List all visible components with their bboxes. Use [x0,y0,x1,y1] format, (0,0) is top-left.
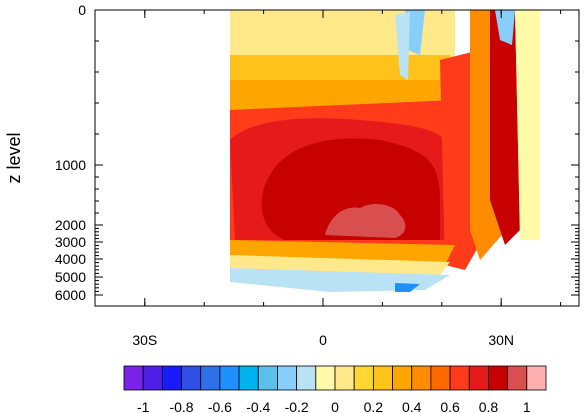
y-tick-label: 5000 [55,269,86,285]
x-axis: 60S30S030N60N [132,10,562,348]
colorbar-label: -0.2 [285,399,309,413]
colorbar-swatch [257,365,278,391]
y-axis-title: z level [4,132,24,183]
colorbar-label: 0.8 [479,399,499,413]
colorbar-swatch [411,365,432,391]
y-tick-label: 0 [78,2,86,18]
colorbar-swatch [430,365,451,391]
y-tick-label: 4000 [55,251,86,267]
colorbar-swatch [526,365,547,391]
colorbar-swatch [468,365,489,391]
colorbar-swatch [334,365,355,391]
plot-area [230,10,540,292]
x-tick-label: 30S [132,332,157,348]
colorbar-swatch [353,365,374,391]
field-blue-streak-2 [395,12,410,80]
colorbar-label: 0.2 [364,399,384,413]
colorbar-swatch [296,365,317,391]
y-tick-label: 3000 [55,234,86,250]
colorbar-swatch [488,365,509,391]
colorbar-swatch [392,365,413,391]
field-blue-streak-1 [405,10,425,55]
colorbar-swatch [219,365,240,391]
colorbar-swatch [161,365,182,391]
y-tick-label: 1000 [55,157,86,173]
colorbar-swatch [238,365,259,391]
colorbar: -1 -0.8 -0.6 -0.4 -0.2 0 0.2 0.4 0.6 0.8 1 [123,365,547,413]
x-tick-label: 30N [488,332,514,348]
y-tick-label: 2000 [55,217,86,233]
colorbar-label: -0.8 [169,399,193,413]
plot-frame [94,9,580,307]
colorbar-swatch [200,365,221,391]
colorbar-swatch [315,365,336,391]
y-tick-label: 6000 [55,287,86,303]
colorbar-label: -0.6 [208,399,232,413]
colorbar-swatch [277,365,298,391]
colorbar-label: 0.6 [440,399,460,413]
field-north-yellow [515,10,540,240]
colorbar-label: -0.4 [246,399,270,413]
field-bottom-deepblue [395,283,420,292]
x-tick-label: 0 [319,332,327,348]
colorbar-label: -1 [137,399,150,413]
colorbar-label: 1 [523,399,531,413]
colorbar-label: 0.4 [402,399,422,413]
heatmap-field [230,10,540,292]
colorbar-swatch [181,365,202,391]
colorbar-swatch [449,365,470,391]
colorbar-swatch [372,365,393,391]
field-blue-streak-3 [495,10,515,45]
colorbar-label: 0 [331,399,339,413]
field-max-core [325,204,406,238]
field-north-darkred [490,10,520,245]
colorbar-swatch [507,365,528,391]
colorbar-swatch [123,365,144,391]
colorbar-swatch [142,365,163,391]
